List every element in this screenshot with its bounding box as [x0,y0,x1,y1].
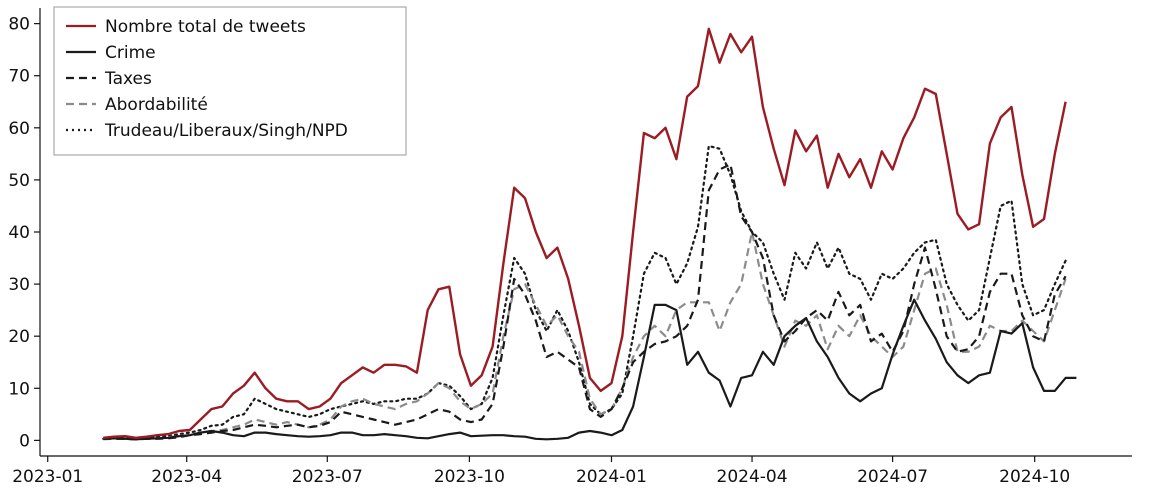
legend-label-3: Abordabilité [105,95,208,115]
y-tick-label: 30 [8,275,30,295]
legend-label-4: Trudeau/Liberaux/Singh/NPD [104,121,348,141]
x-tick-label: 2024-07 [857,467,928,487]
x-tick-label: 2023-10 [434,467,505,487]
y-tick-label: 60 [8,119,30,139]
series-line-4 [102,144,1067,440]
legend: Nombre total de tweets Crime Taxes Abordabi… [53,6,407,156]
y-tick-label: 80 [8,15,30,35]
series-line-0 [103,27,1067,439]
y-tick-label: 20 [8,327,30,347]
y-tick-label: 0 [19,431,30,451]
x-tick-label: 2024-04 [717,467,788,487]
x-tick-label: 2023-01 [12,467,83,487]
legend-box [53,6,407,156]
x-tick-label: 2023-04 [151,467,222,487]
y-tick-label: 50 [8,171,30,191]
y-tick-label: 40 [8,223,30,243]
y-tick-label: 10 [8,379,30,399]
series-layer [102,27,1077,441]
x-tick-label: 2024-01 [576,467,647,487]
series-line-3 [103,230,1067,441]
axes-layer: 0 10 20 30 40 50 60 70 80 2023-01 2023-04 2023-07 20… [8,8,1132,487]
legend-label-2: Taxes [104,69,152,89]
x-tick-label: 2024-10 [999,467,1070,487]
legend-label-1: Crime [105,43,156,63]
y-tick-label: 70 [8,67,30,87]
series-line-1 [103,298,1077,441]
legend-label-0: Nombre total de tweets [105,17,306,37]
x-tick-label: 2023-07 [292,467,363,487]
